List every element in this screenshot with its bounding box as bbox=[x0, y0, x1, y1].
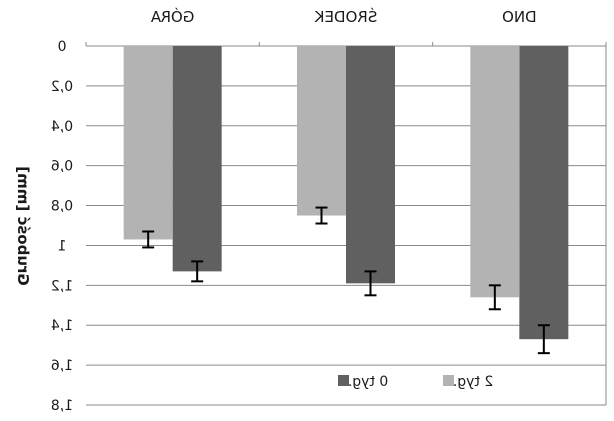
category-label: DNO bbox=[502, 8, 537, 26]
y-tick-label: 0,8 bbox=[51, 199, 73, 215]
category-labels: DNO ŚRODEK GÓRA bbox=[150, 7, 536, 26]
bar-środek-series2 bbox=[297, 46, 346, 216]
y-tick-label: 0,6 bbox=[51, 159, 73, 175]
category-label: ŚRODEK bbox=[314, 7, 378, 26]
y-tick-label: 1,6 bbox=[51, 358, 73, 374]
bar-dno-series2 bbox=[470, 46, 520, 298]
bars bbox=[123, 46, 569, 340]
legend: 0 tyg. 2 tyg. bbox=[338, 374, 493, 390]
legend-label: 2 tyg. bbox=[453, 374, 493, 390]
legend-item-1: 0 tyg. bbox=[338, 374, 388, 390]
bar-dno-series1 bbox=[519, 46, 569, 340]
error-bar-środek-series1 bbox=[364, 270, 377, 297]
error-bar-dno-series1 bbox=[537, 324, 550, 355]
legend-item-2: 2 tyg. bbox=[443, 374, 493, 390]
bar-góra-series2 bbox=[123, 46, 173, 240]
y-tick-labels: 0 0,2 0,4 0,6 0,8 1 1,2 1,4 1,6 1,8 bbox=[51, 39, 73, 414]
error-bar-środek-series2 bbox=[315, 206, 328, 225]
y-tick-label: 1,2 bbox=[51, 278, 73, 294]
y-tick-label: 1 bbox=[58, 238, 67, 254]
category-label: GÓRA bbox=[150, 7, 194, 26]
y-tick-label: 1,8 bbox=[51, 398, 73, 414]
y-axis-label: Grubość [mm] bbox=[14, 166, 32, 285]
y-tick-label: 1,4 bbox=[51, 318, 73, 334]
bar-środek-series1 bbox=[346, 46, 395, 284]
error-bar-góra-series2 bbox=[142, 230, 155, 249]
legend-swatch bbox=[338, 375, 349, 386]
error-bar-dno-series2 bbox=[488, 284, 501, 311]
y-tick-label: 0,4 bbox=[51, 119, 73, 135]
error-bar-góra-series1 bbox=[191, 260, 204, 283]
bar-góra-series1 bbox=[172, 46, 222, 272]
error-bars bbox=[142, 206, 550, 355]
legend-label: 0 tyg. bbox=[348, 374, 388, 390]
y-tick-label: 0 bbox=[58, 39, 67, 55]
legend-swatch bbox=[443, 375, 454, 386]
y-tick-label: 0,2 bbox=[51, 79, 73, 95]
